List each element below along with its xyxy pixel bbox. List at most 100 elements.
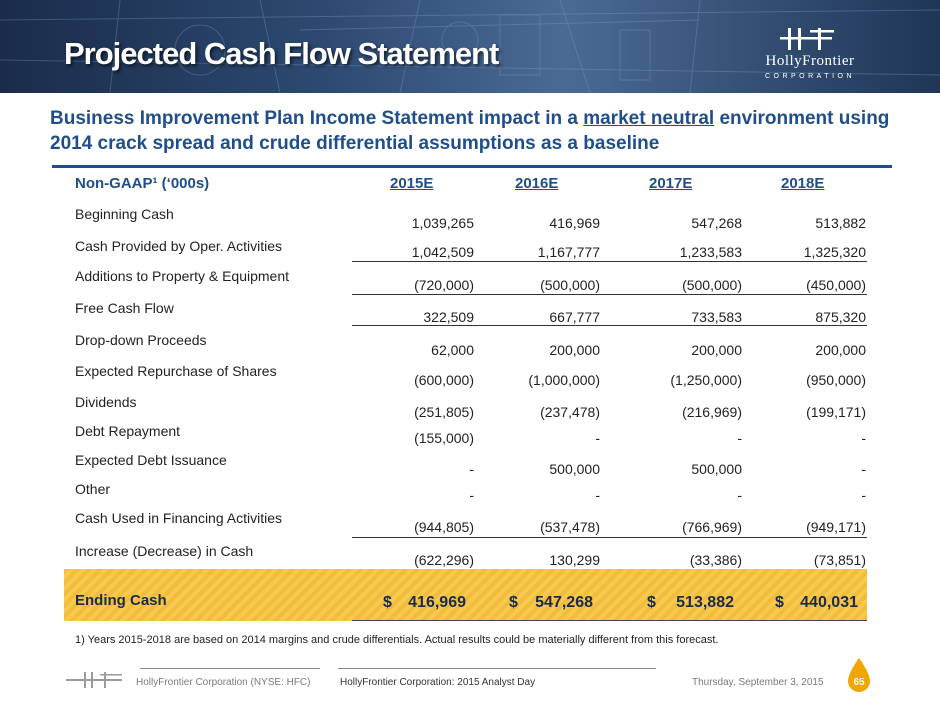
page-number: 65 [853, 677, 865, 688]
currency-symbol: $ [647, 594, 656, 611]
cell-2015: (155,000) [414, 430, 474, 446]
cell-2017: - [737, 487, 742, 503]
ending-cash-label: Ending Cash [75, 592, 167, 609]
logo-subtext: CORPORATION [764, 73, 856, 80]
cell-2016: (237,478) [540, 404, 600, 420]
cell-2018: 1,325,320 [803, 244, 866, 260]
cell-2018: (950,000) [806, 372, 866, 388]
sum-underline [352, 261, 867, 262]
cell-2016: (537,478) [540, 519, 600, 535]
ending-value: 547,268 [535, 594, 593, 611]
footer-divider [338, 668, 656, 669]
cell-2017: - [737, 430, 742, 446]
logo-wordmark: HollyFrontier [765, 53, 855, 69]
ending-value: 416,969 [408, 594, 466, 611]
cell-2015: 62,000 [431, 342, 474, 358]
row-label: Additions to Property & Equipment [75, 268, 290, 284]
hf-logo-icon [780, 28, 834, 50]
column-header-2017: 2017E [649, 175, 693, 192]
cell-2015: (600,000) [414, 372, 474, 388]
cell-2015: 1,039,265 [411, 215, 474, 231]
cell-2015: - [469, 487, 474, 503]
subtitle-part-1: Business Improvement Plan Income Stateme… [50, 108, 584, 129]
footer-company: HollyFrontier Corporation (NYSE: HFC) [136, 677, 311, 688]
cell-2015: (944,805) [414, 519, 474, 535]
cell-2017: 547,268 [691, 215, 742, 231]
currency-symbol: $ [383, 594, 392, 611]
cell-2017: (216,969) [682, 404, 742, 420]
row-label: Free Cash Flow [75, 300, 174, 316]
table-unit-label: Non-GAAP¹ (‘000s) [75, 175, 210, 192]
row-label: Beginning Cash [75, 206, 174, 222]
company-logo: HollyFrontier CORPORATION [740, 26, 880, 92]
cell-2018: (199,171) [806, 404, 866, 420]
cell-2015: 322,509 [423, 309, 474, 325]
cell-2017: 500,000 [691, 461, 742, 477]
cell-2016: 200,000 [549, 342, 600, 358]
header-rule [52, 165, 892, 168]
row-label: Debt Repayment [75, 423, 181, 439]
column-header-2015: 2015E [390, 175, 434, 192]
cell-2018: (949,171) [806, 519, 866, 535]
cell-2017: (33,386) [689, 552, 742, 568]
sum-underline [352, 325, 867, 326]
refinery-background-graphic [0, 0, 940, 93]
cell-2018: 200,000 [815, 342, 866, 358]
cell-2017: 200,000 [691, 342, 742, 358]
sum-underline [352, 537, 867, 538]
row-label: Drop-down Proceeds [75, 332, 207, 348]
currency-symbol: $ [509, 594, 518, 611]
ending-cash-highlight [64, 569, 867, 621]
row-label: Dividends [75, 394, 137, 410]
cell-2016: 416,969 [549, 215, 600, 231]
cell-2017: 1,233,583 [679, 244, 742, 260]
cell-2016: 500,000 [549, 461, 600, 477]
ending-cash-underline [352, 620, 867, 621]
footnote: 1) Years 2015-2018 are based on 2014 mar… [75, 634, 719, 646]
cell-2018: - [861, 430, 866, 446]
row-label: Cash Used in Financing Activities [75, 510, 282, 526]
currency-symbol: $ [775, 594, 784, 611]
cell-2017: (1,250,000) [670, 372, 742, 388]
header-banner: Projected Cash Flow Statement HollyFront… [0, 0, 940, 93]
cell-2017: (766,969) [682, 519, 742, 535]
cell-2017: 733,583 [691, 309, 742, 325]
cell-2016: 1,167,777 [537, 244, 600, 260]
cell-2018: (73,851) [813, 552, 866, 568]
row-label: Expected Repurchase of Shares [75, 363, 277, 379]
cell-2018: - [861, 461, 866, 477]
page-title: Projected Cash Flow Statement [64, 36, 499, 71]
footer-hf-logo-icon [66, 672, 122, 688]
cell-2015: (622,296) [414, 552, 474, 568]
subtitle-underlined: market neutral [583, 108, 715, 129]
cell-2018: - [861, 487, 866, 503]
cell-2018: (450,000) [806, 277, 866, 293]
cell-2016: 667,777 [549, 309, 600, 325]
ending-value: 513,882 [676, 594, 734, 611]
column-header-2016: 2016E [515, 175, 559, 192]
footer-event: HollyFrontier Corporation: 2015 Analyst … [340, 677, 536, 688]
cell-2015: - [469, 461, 474, 477]
cell-2015: (251,805) [414, 404, 474, 420]
cell-2018: 875,320 [815, 309, 866, 325]
cell-2015: (720,000) [414, 277, 474, 293]
cell-2015: 1,042,509 [411, 244, 474, 260]
cell-2016: (500,000) [540, 277, 600, 293]
row-label: Expected Debt Issuance [75, 452, 227, 468]
row-label: Other [75, 481, 111, 497]
slide-subtitle: Business Improvement Plan Income Stateme… [50, 106, 910, 156]
ending-value: 440,031 [800, 594, 858, 611]
subtitle-part-2: environment using 2014 crack spread and … [50, 108, 890, 154]
cell-2018: 513,882 [815, 215, 866, 231]
column-header-2018: 2018E [781, 175, 825, 192]
footer-date: Thursday, September 3, 2015 [692, 677, 824, 688]
row-label: Increase (Decrease) in Cash [75, 543, 254, 559]
cell-2016: - [595, 487, 600, 503]
sum-underline [352, 294, 867, 295]
cell-2016: (1,000,000) [528, 372, 600, 388]
cell-2017: (500,000) [682, 277, 742, 293]
row-label: Cash Provided by Oper. Activities [75, 238, 282, 254]
page-number-drop-icon [848, 658, 870, 692]
cell-2016: 130,299 [549, 552, 600, 568]
cell-2016: - [595, 430, 600, 446]
